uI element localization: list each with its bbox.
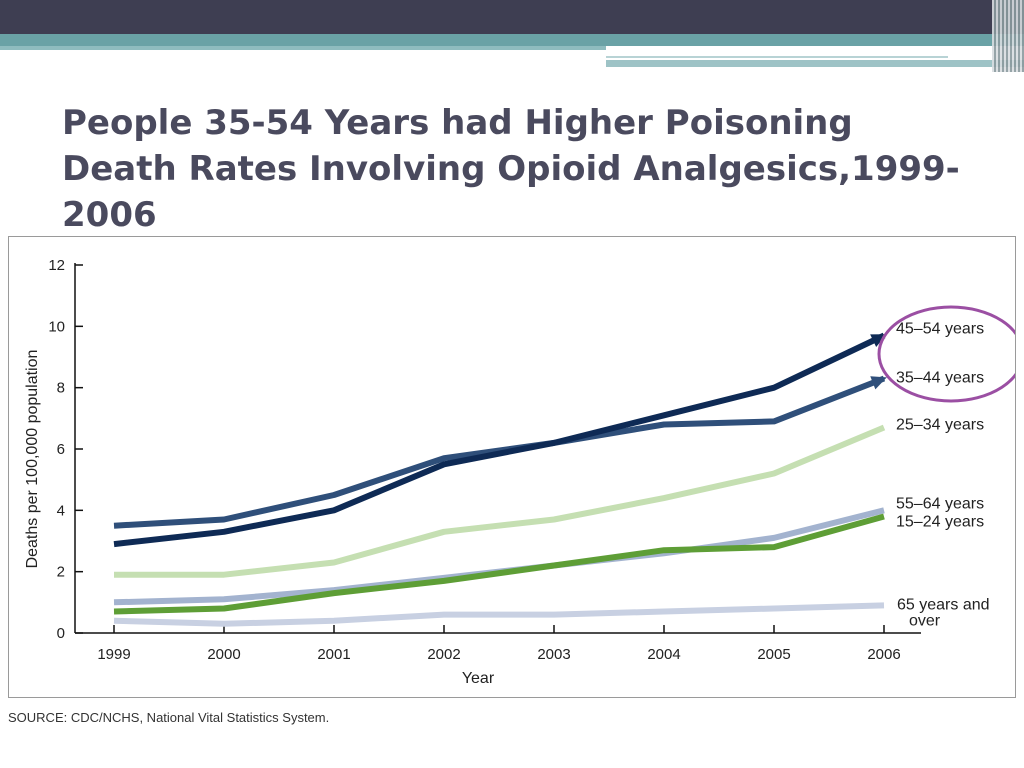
series-line	[114, 424, 886, 578]
y-tick-label: 12	[48, 257, 65, 274]
chart-frame: 0 2 4 6 8 10 12 1999 2000 2001 2002 2003 2004 2005 200…	[8, 236, 1016, 698]
x-tick-label: 2000	[207, 646, 240, 663]
y-tick-label: 10	[48, 318, 65, 335]
x-tick-label: 2001	[317, 646, 350, 663]
series-label: 55–64 years	[896, 495, 984, 512]
highlight-circle	[877, 305, 1015, 403]
x-tick-label: 2005	[757, 646, 790, 663]
y-tick-label: 0	[57, 625, 65, 642]
x-tick-label: 2003	[537, 646, 570, 663]
x-tick-label: 1999	[97, 646, 130, 663]
x-tick-label: 2002	[427, 646, 460, 663]
series-label: 35–44 years	[896, 369, 984, 386]
series-arrowhead	[870, 376, 887, 390]
y-tick-label: 4	[57, 502, 65, 519]
header-band-teal	[0, 34, 1024, 46]
series-label: 15–24 years	[896, 513, 984, 530]
line-chart: 0 2 4 6 8 10 12 1999 2000 2001 2002 2003 2004 2005 200…	[24, 257, 1015, 687]
header-band-line	[606, 56, 948, 58]
series-label: 65 years and	[897, 596, 990, 613]
header-stripes	[992, 0, 1024, 72]
series-label: 45–54 years	[896, 321, 984, 338]
y-tick-label: 6	[57, 441, 65, 458]
series-line	[113, 602, 885, 627]
header-band-accent	[0, 46, 606, 50]
source-note: SOURCE: CDC/NCHS, National Vital Statist…	[8, 710, 330, 725]
slide-title: People 35-54 Years had Higher Poisoning …	[62, 103, 960, 235]
series-label-cont: over	[909, 612, 941, 629]
x-axis-label: Year	[462, 670, 495, 687]
series-label: 25–34 years	[896, 417, 984, 434]
y-tick-label: 8	[57, 380, 65, 397]
x-tick-label: 2006	[867, 646, 900, 663]
header-band-dark	[0, 0, 1024, 34]
header-band-light	[606, 60, 1024, 67]
series-line	[113, 513, 885, 615]
y-axis-label: Deaths per 100,000 population	[24, 350, 41, 569]
y-tick-label: 2	[57, 564, 65, 581]
header-band-white	[606, 46, 1024, 56]
series-line	[113, 332, 886, 548]
x-tick-label: 2004	[647, 646, 680, 663]
